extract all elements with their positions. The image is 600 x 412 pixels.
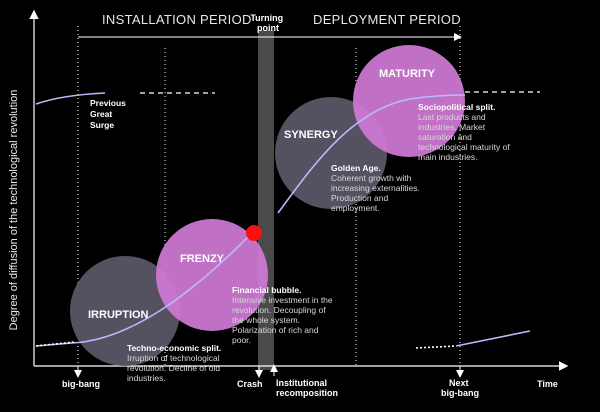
installation-period-label: INSTALLATION PERIOD bbox=[102, 12, 252, 27]
next-big-bang-label: Next big-bang bbox=[441, 378, 479, 398]
frenzy-description: Financial bubble. Intensive investment i… bbox=[232, 280, 337, 345]
previous-surge-label: Previous Great Surge bbox=[90, 98, 128, 130]
maturity-label: MATURITY bbox=[379, 68, 436, 80]
deployment-period-label: DEPLOYMENT PERIOD bbox=[313, 12, 461, 27]
maturity-circle bbox=[353, 45, 465, 157]
next-surge-dots bbox=[415, 345, 457, 349]
crash-label: Crash bbox=[237, 379, 263, 389]
big-bang-label: big-bang bbox=[62, 379, 100, 389]
irruption-label: IRRUPTION bbox=[88, 309, 149, 321]
next-surge-curve bbox=[455, 330, 531, 347]
maturity-description: Sociopolitical split. Last products and … bbox=[418, 97, 514, 162]
y-axis-label: Degree of diffusion of the technological… bbox=[8, 90, 20, 331]
irruption-description: Techno-economic split. Irruption of tech… bbox=[127, 338, 226, 383]
crash-dot bbox=[246, 225, 262, 241]
turning-point-label: Turning point bbox=[250, 13, 285, 33]
deployment-curve bbox=[277, 94, 466, 214]
institutional-recomposition-label: Institutional recomposition bbox=[276, 378, 338, 398]
frenzy-circle bbox=[156, 219, 268, 331]
time-axis-label: Time bbox=[537, 379, 558, 389]
installation-curve bbox=[35, 236, 249, 347]
frenzy-label: FRENZY bbox=[180, 253, 225, 265]
previous-surge-curve bbox=[35, 92, 106, 105]
synergy-label: SYNERGY bbox=[284, 129, 338, 141]
synergy-description: Golden Age. Coherent growth with increas… bbox=[331, 158, 424, 213]
